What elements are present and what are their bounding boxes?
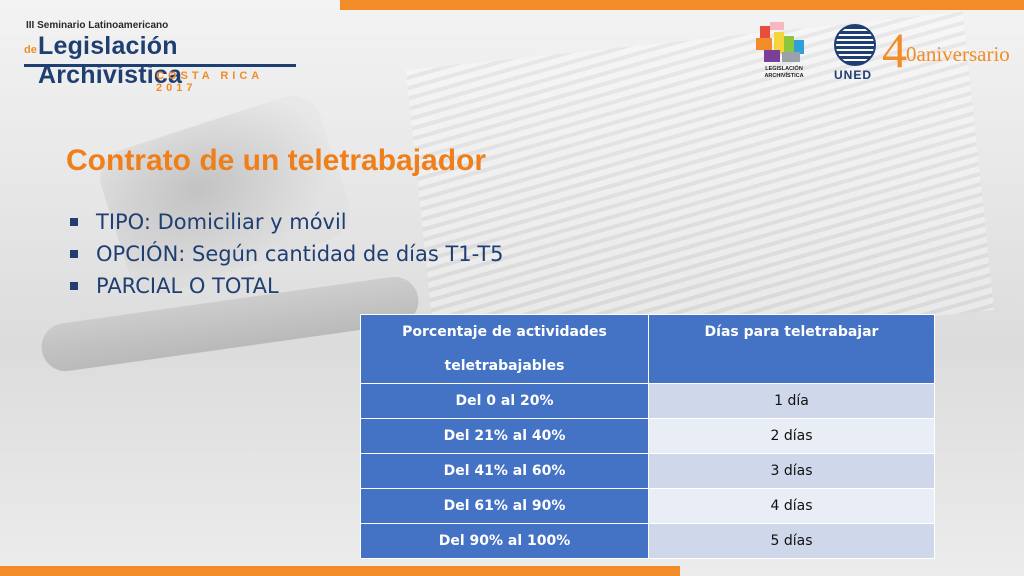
uned-anniversary-number: 4: [882, 22, 907, 78]
row-range: Del 90% al 100%: [360, 523, 649, 559]
row-range: Del 0 al 20%: [360, 383, 649, 419]
logo-block-orange: [756, 38, 772, 50]
row-range: Del 21% al 40%: [360, 418, 649, 454]
row-days: 3 días: [648, 453, 935, 489]
row-range: Del 41% al 60%: [360, 453, 649, 489]
legislacion-logo-line2: ARCHIVÍSTICA: [764, 73, 804, 79]
header-days: Días para teletrabajar: [648, 314, 935, 384]
bullet-item: OPCIÓN: Según cantidad de días T1-T5: [70, 238, 504, 270]
table-row: Del 61% al 90% 4 días: [360, 488, 935, 524]
row-days: 5 días: [648, 523, 935, 559]
logo-block-pink: [770, 22, 784, 30]
square-bullet-icon: [70, 250, 78, 258]
logo-block-yellow: [774, 32, 784, 54]
logo-block-blue: [794, 40, 804, 54]
bullet-item: TIPO: Domiciliar y móvil: [70, 206, 504, 238]
square-bullet-icon: [70, 218, 78, 226]
bullet-text: PARCIAL O TOTAL: [96, 274, 279, 298]
square-bullet-icon: [70, 282, 78, 290]
legislacion-archivistica-logo: LEGISLACIÓN ARCHIVÍSTICA: [752, 22, 816, 84]
table-row: Del 41% al 60% 3 días: [360, 453, 935, 489]
table-row: Del 21% al 40% 2 días: [360, 418, 935, 454]
bullet-item: PARCIAL O TOTAL: [70, 270, 504, 302]
table-header-row: Porcentaje de actividades teletrabajable…: [360, 314, 935, 384]
page-title: Contrato de un teletrabajador: [66, 144, 487, 177]
header-percentage-line2: teletrabajables: [444, 358, 565, 374]
legislacion-logo-line1: LEGISLACIÓN: [765, 66, 803, 72]
uned-anniversary-text: 0aniversario: [906, 42, 1010, 66]
header-percentage: Porcentaje de actividades teletrabajable…: [360, 314, 649, 384]
row-range: Del 61% al 90%: [360, 488, 649, 524]
row-days: 2 días: [648, 418, 935, 454]
seminar-logo-rule: [24, 64, 296, 67]
seminar-logo-line1: III Seminario Latinoamericano: [26, 20, 169, 31]
uned-anniversary-logo: UNED 4 0aniversario: [832, 22, 1010, 84]
seminar-logo-prefix: de: [24, 44, 37, 56]
table-row: Del 90% al 100% 5 días: [360, 523, 935, 559]
uned-globe-icon: [834, 24, 876, 66]
table-row: Del 0 al 20% 1 día: [360, 383, 935, 419]
logo-block-red: [760, 26, 770, 38]
logo-block-gray: [782, 52, 800, 62]
logo-block-green: [784, 36, 794, 52]
bullet-list: TIPO: Domiciliar y móvil OPCIÓN: Según c…: [70, 206, 504, 302]
bottom-accent-bar: [0, 566, 680, 576]
telework-days-table: Porcentaje de actividades teletrabajable…: [360, 314, 935, 559]
row-days: 1 día: [648, 383, 935, 419]
bullet-text: TIPO: Domiciliar y móvil: [96, 210, 347, 234]
seminar-logo-line3: COSTA RICA 2017: [156, 70, 263, 94]
uned-label: UNED: [834, 68, 873, 82]
top-accent-bar: [340, 0, 1024, 10]
header-percentage-line1: Porcentaje de actividades: [402, 324, 607, 340]
bullet-text: OPCIÓN: Según cantidad de días T1-T5: [96, 242, 504, 266]
row-days: 4 días: [648, 488, 935, 524]
seminar-logo: III Seminario Latinoamericano de Legisla…: [22, 20, 302, 94]
legislacion-logo-text: LEGISLACIÓN ARCHIVÍSTICA: [752, 66, 816, 80]
logo-block-purple: [764, 50, 780, 62]
